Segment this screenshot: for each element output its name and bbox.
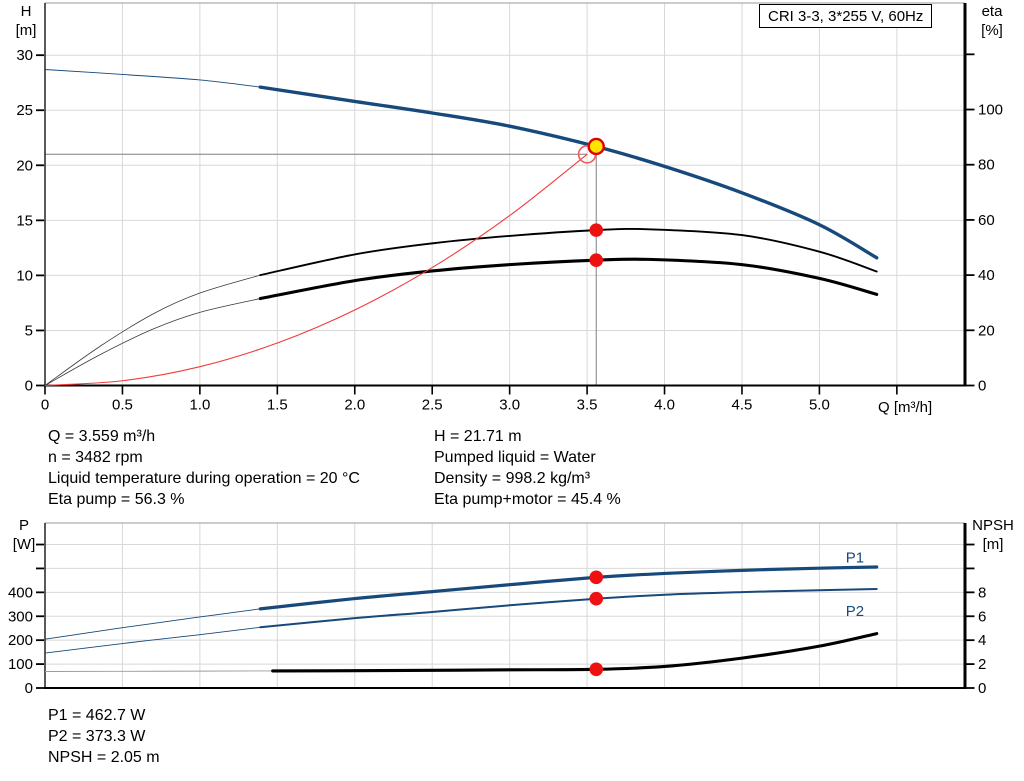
result-line-p2: P2 = 373.3 W <box>48 728 146 745</box>
h-axis-title-line2: [m] <box>15 22 37 39</box>
tick-label: 5.0 <box>809 397 830 414</box>
curve-p1-lead <box>44 608 261 640</box>
npsh-axis-title-line1: NPSH <box>972 517 1014 534</box>
eta-axis-title-line1: eta <box>981 3 1003 20</box>
tick-label: 2.5 <box>422 397 443 414</box>
tick-label: 2.0 <box>344 397 365 414</box>
duty-dot-npsh <box>589 662 604 677</box>
qh-eta-chart: 0 0.5 1.0 1.5 2.0 2.5 3.0 3.5 4.0 4.5 5.0 0 5 10 15 20 2… <box>16 2 1003 414</box>
curve-p1 <box>258 565 879 611</box>
tick-label: 3.5 <box>577 397 598 414</box>
power-npsh-chart: 0 100 200 300 400 0 2 4 6 8 P1 P2 <box>8 522 986 697</box>
tick-label: 20 <box>978 322 995 339</box>
duty-dot-p1 <box>589 570 604 585</box>
curve-eta-pump-motor-lead <box>44 298 261 386</box>
tick-label: 2 <box>978 656 986 673</box>
curve-eta-pump-motor <box>258 257 879 301</box>
curve-system-curve <box>44 153 588 387</box>
result-line-p1: P1 = 462.7 W <box>48 707 146 724</box>
duty-dot-eta-pump-motor <box>589 253 604 268</box>
curve-npsh-lead <box>44 670 273 672</box>
duty-point-marker <box>587 137 605 156</box>
tick-label: 100 <box>8 656 33 673</box>
result-line-eta-pump-motor: Eta pump+motor = 45.4 % <box>434 491 621 508</box>
tick-label: 0 <box>25 680 33 697</box>
duty-dot-eta-pump <box>589 223 604 237</box>
q-axis-title: Q [m³/h] <box>878 399 933 416</box>
result-line-speed: n = 3482 rpm <box>48 449 143 466</box>
result-line-head: H = 21.71 m <box>434 428 522 445</box>
tick-label: 3.0 <box>499 397 520 414</box>
curve-p2 <box>259 588 878 629</box>
tick-label: 0 <box>41 397 49 414</box>
power-results-block: P1 = 462.7 W P2 = 373.3 W NPSH = 2.05 m <box>48 705 160 768</box>
tick-label: 40 <box>978 267 995 284</box>
tick-label: 5 <box>25 322 33 339</box>
curve-h-lead <box>44 69 261 88</box>
tick-label: 0.5 <box>112 397 133 414</box>
result-line-eta-pump: Eta pump = 56.3 % <box>48 491 185 508</box>
tick-label: 100 <box>978 102 1003 119</box>
tick-label: 1.0 <box>189 397 210 414</box>
result-line-liquid-temp: Liquid temperature during operation = 20… <box>48 470 360 487</box>
p-axis-title-line2: [W] <box>12 536 36 553</box>
tick-label: 6 <box>978 608 986 625</box>
tick-label: 8 <box>978 584 986 601</box>
tick-label: 0 <box>978 378 986 395</box>
tick-label: 4.0 <box>654 397 675 414</box>
curve-label-p2: P2 <box>846 603 864 620</box>
tick-label: 80 <box>978 157 995 174</box>
result-line-density: Density = 998.2 kg/m³ <box>434 470 591 487</box>
tick-label: 30 <box>16 47 33 64</box>
tick-label: 300 <box>8 608 33 625</box>
tick-label: 0 <box>978 680 986 697</box>
p-axis-title: P [W] <box>2 516 46 554</box>
result-line-q: Q = 3.559 m³/h <box>48 428 156 445</box>
h-axis-title: H [m] <box>4 2 48 40</box>
eta-axis-title: eta [%] <box>964 2 1020 40</box>
duty-dot-p2 <box>589 591 604 606</box>
curve-label-p1: P1 <box>846 550 864 567</box>
tick-label: 15 <box>16 212 33 229</box>
npsh-axis-title: NPSH [m] <box>962 516 1024 554</box>
tick-label: 0 <box>25 378 33 395</box>
curve-p2-lead <box>44 626 261 654</box>
curve-eta-pump-lead <box>44 274 261 386</box>
result-line-pumped-liquid: Pumped liquid = Water <box>434 449 596 466</box>
tick-label: 4.5 <box>732 397 753 414</box>
tick-label: 10 <box>16 267 33 284</box>
chart-title-box: CRI 3-3, 3*255 V, 60Hz <box>759 4 933 28</box>
tick-label: 60 <box>978 212 995 229</box>
liquid-results-block: H = 21.71 m Pumped liquid = Water Densit… <box>434 426 621 510</box>
result-line-npsh: NPSH = 2.05 m <box>48 749 160 766</box>
eta-axis-title-line2: [%] <box>981 22 1003 39</box>
tick-label: 400 <box>8 584 33 601</box>
h-axis-title-line1: H <box>20 3 32 20</box>
p-axis-title-line1: P <box>18 517 29 534</box>
tick-label: 1.5 <box>267 397 288 414</box>
pump-results-block: Q = 3.559 m³/h n = 3482 rpm Liquid tempe… <box>48 426 360 510</box>
npsh-axis-title-line2: [m] <box>982 536 1004 553</box>
curve-npsh <box>271 632 879 673</box>
tick-label: 25 <box>16 102 33 119</box>
curve-eta-pump <box>259 227 878 277</box>
tick-label: 20 <box>16 157 33 174</box>
tick-label: 4 <box>978 632 986 649</box>
tick-label: 200 <box>8 632 33 649</box>
